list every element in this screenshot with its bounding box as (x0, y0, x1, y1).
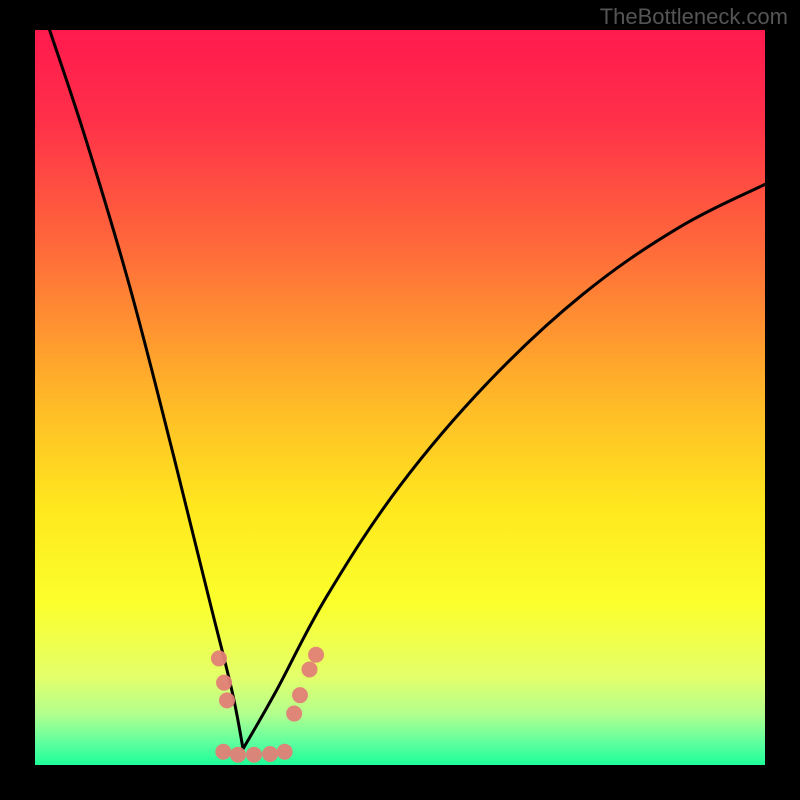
plot-background (35, 30, 765, 765)
marker-point (215, 744, 231, 760)
chart-svg (0, 0, 800, 800)
marker-point (216, 675, 232, 691)
marker-point (286, 706, 302, 722)
marker-point (211, 650, 227, 666)
marker-point (230, 747, 246, 763)
marker-point (292, 687, 308, 703)
marker-point (301, 661, 317, 677)
marker-point (219, 692, 235, 708)
marker-point (308, 647, 324, 663)
watermark-text: TheBottleneck.com (600, 4, 788, 30)
marker-point (262, 746, 278, 762)
chart-container: TheBottleneck.com (0, 0, 800, 800)
marker-point (277, 744, 293, 760)
marker-point (246, 747, 262, 763)
